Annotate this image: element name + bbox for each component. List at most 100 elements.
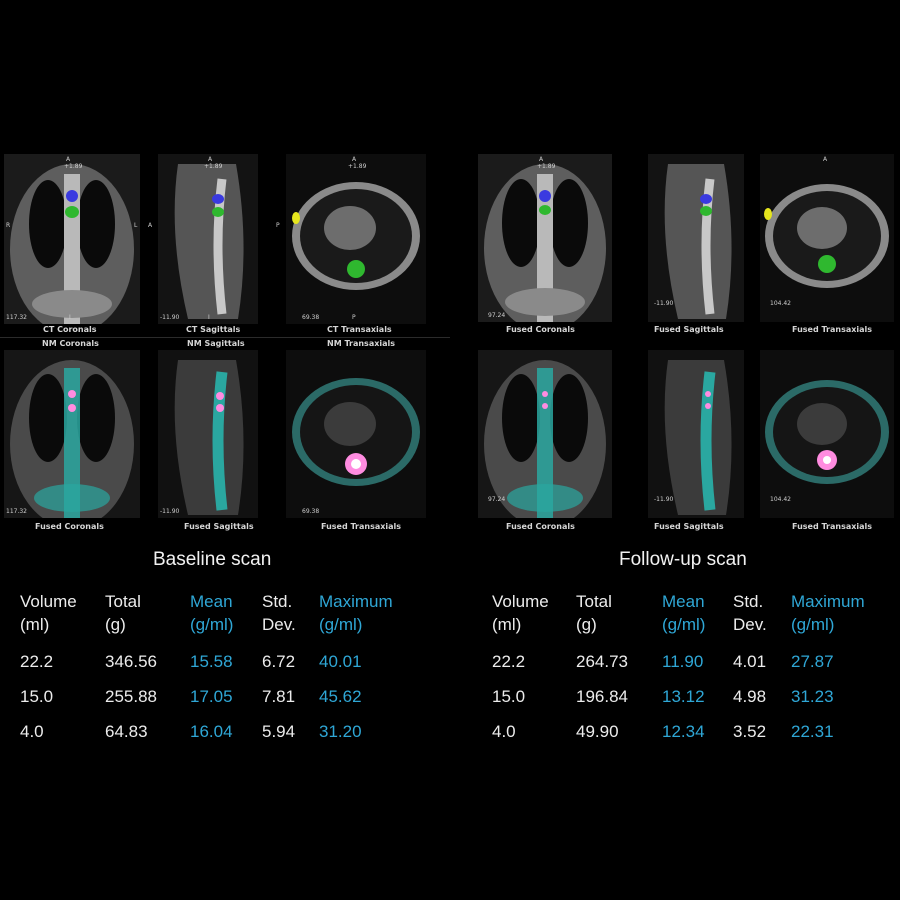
maximum-header: Maximum (g/ml) xyxy=(319,592,393,634)
r-marker: R xyxy=(6,222,11,229)
table-cell: 4.98 xyxy=(733,687,767,706)
table-cell: 13.12 xyxy=(662,687,705,706)
table-cell: 12.34 xyxy=(662,722,705,741)
fused-coronal-caption: Fused Coronals xyxy=(506,522,575,531)
volume-header: Volume (ml) xyxy=(492,592,549,634)
sagittal-fused-image xyxy=(158,350,258,518)
maximum-header: Maximum (g/ml) xyxy=(791,592,865,634)
std-dev-header: Std. Dev. xyxy=(733,592,767,634)
followup-fused-transaxial-top-viewer[interactable]: A 104.42 xyxy=(760,154,894,322)
table-cell: 264.73 xyxy=(576,652,628,671)
table-cell: 196.84 xyxy=(576,687,628,706)
table-cell: 22.31 xyxy=(791,722,834,741)
table-cell: 45.62 xyxy=(319,687,362,706)
position-readout: 69.38 xyxy=(302,314,320,321)
table-cell: 4.01 xyxy=(733,652,767,671)
transaxial-fused-image xyxy=(286,350,426,518)
fused-transaxial-viewer[interactable]: 69.38 xyxy=(286,350,426,518)
table-cell: 5.94 xyxy=(262,722,296,741)
position-readout: 104.42 xyxy=(770,496,791,503)
followup-fused-sagittal-top-viewer[interactable]: -11.90 xyxy=(648,154,744,322)
table-cell: 15.0 xyxy=(492,687,526,706)
a-marker: A xyxy=(539,156,544,163)
followup-fused-transaxial-viewer[interactable]: 104.42 xyxy=(760,350,894,518)
nm-transaxial-caption: NM Transaxials xyxy=(327,339,396,348)
i-marker: I xyxy=(208,314,210,321)
followup-scan-title: Follow-up scan xyxy=(619,549,747,570)
top-coronal-caption: Fused Coronals xyxy=(506,325,575,334)
sagittal-ct-image xyxy=(648,154,744,322)
table-cell: 40.01 xyxy=(319,652,362,671)
position-readout: -11.90 xyxy=(654,496,674,503)
volume-header: Volume (ml) xyxy=(20,592,77,634)
table-cell: 17.05 xyxy=(190,687,233,706)
table-cell: 7.81 xyxy=(262,687,296,706)
std-dev-header: Std. Dev. xyxy=(262,592,296,634)
ct-coronal-viewer[interactable]: A +1.89 R L 117.32 I xyxy=(4,154,140,324)
l-marker: L xyxy=(134,222,138,229)
a-marker: A xyxy=(823,156,828,163)
transaxial-ct-image xyxy=(286,154,426,324)
table-cell: 27.87 xyxy=(791,652,834,671)
fused-sagittal-viewer[interactable]: -11.90 xyxy=(158,350,258,518)
fused-transaxial-caption: Fused Transaxials xyxy=(792,522,873,531)
position-readout: 97.24 xyxy=(488,312,506,319)
ct-sagittal-caption: CT Sagittals xyxy=(186,325,241,334)
sagittal-ct-image xyxy=(158,154,258,324)
position-readout: -11.90 xyxy=(160,314,180,321)
nm-coronal-caption: NM Coronals xyxy=(42,339,99,348)
nm-sagittal-caption: NM Sagittals xyxy=(187,339,245,348)
top-sagittal-caption: Fused Sagittals xyxy=(654,325,724,334)
table-cell: 22.2 xyxy=(492,652,526,671)
sagittal-fused-image xyxy=(648,350,744,518)
followup-fused-sagittal-viewer[interactable]: -11.90 xyxy=(648,350,744,518)
position-readout: -11.90 xyxy=(654,300,674,307)
table-cell: 16.04 xyxy=(190,722,233,741)
viewer-divider xyxy=(0,337,450,338)
ct-sagittal-viewer[interactable]: A +1.89 -11.90 I xyxy=(158,154,258,324)
coronal-ct-image xyxy=(478,154,612,322)
table-cell: 49.90 xyxy=(576,722,619,741)
position-readout: 117.32 xyxy=(6,314,27,321)
table-cell: 31.23 xyxy=(791,687,834,706)
table-cell: 31.20 xyxy=(319,722,362,741)
mean-header: Mean (g/ml) xyxy=(190,592,234,634)
ct-coronal-caption: CT Coronals xyxy=(43,325,97,334)
table-cell: 15.58 xyxy=(190,652,233,671)
table-cell: 6.72 xyxy=(262,652,296,671)
position-readout: 97.24 xyxy=(488,496,506,503)
scale-marker: +1.89 xyxy=(204,163,223,170)
fused-sagittal-caption: Fused Sagittals xyxy=(184,522,254,531)
transaxial-fused-image xyxy=(760,350,894,518)
baseline-scan-title: Baseline scan xyxy=(153,549,272,570)
fused-sagittal-caption: Fused Sagittals xyxy=(654,522,724,531)
table-cell: 4.0 xyxy=(20,722,44,741)
table-cell: 64.83 xyxy=(105,722,148,741)
followup-fused-coronal-top-viewer[interactable]: A +1.89 97.24 xyxy=(478,154,612,322)
a-marker: A xyxy=(208,156,213,163)
coronal-ct-image xyxy=(4,154,140,324)
i-marker: I xyxy=(69,314,71,321)
mean-header: Mean (g/ml) xyxy=(662,592,706,634)
top-transaxial-caption: Fused Transaxials xyxy=(792,325,873,334)
position-readout: 117.32 xyxy=(6,508,27,515)
coronal-fused-image xyxy=(4,350,140,518)
a-marker: A xyxy=(66,156,71,163)
table-cell: 4.0 xyxy=(492,722,516,741)
table-cell: 22.2 xyxy=(20,652,54,671)
p-marker: P xyxy=(352,314,356,321)
total-header: Total (g) xyxy=(576,592,612,634)
p-side-marker: P xyxy=(276,222,280,229)
baseline-panel: A +1.89 R L 117.32 I A +1.89 -11.90 I A … xyxy=(0,154,450,741)
transaxial-ct-image xyxy=(760,154,894,322)
ct-transaxial-viewer[interactable]: A +1.89 69.38 P xyxy=(286,154,426,324)
scale-marker: +1.89 xyxy=(64,163,83,170)
position-readout: -11.90 xyxy=(160,508,180,515)
a-side-marker: A xyxy=(148,222,153,229)
fused-coronal-viewer[interactable]: 117.32 xyxy=(4,350,140,518)
table-cell: 11.90 xyxy=(662,652,704,671)
scale-marker: +1.89 xyxy=(348,163,367,170)
table-cell: 3.52 xyxy=(733,722,767,741)
total-header: Total (g) xyxy=(105,592,141,634)
followup-fused-coronal-viewer[interactable]: 97.24 xyxy=(478,350,612,518)
